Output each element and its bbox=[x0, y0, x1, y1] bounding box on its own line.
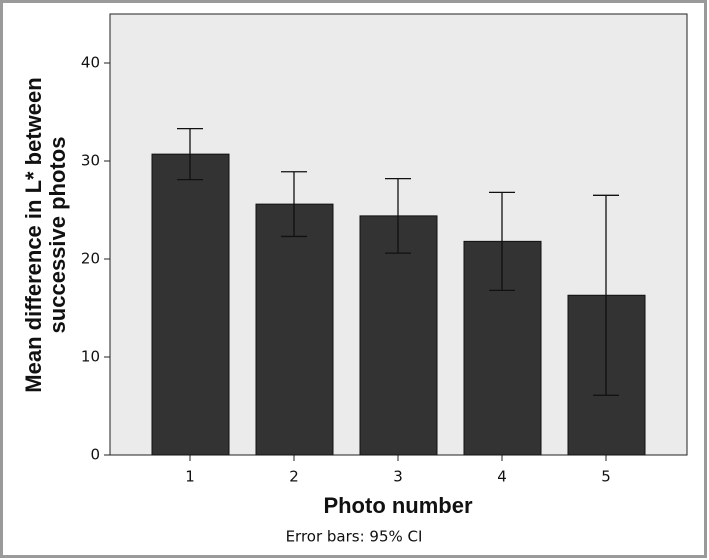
y-tick-label: 10 bbox=[81, 348, 100, 366]
y-tick-label: 0 bbox=[90, 446, 100, 464]
x-tick-label: 4 bbox=[497, 468, 507, 486]
x-tick-label: 1 bbox=[185, 468, 195, 486]
y-tick-label: 30 bbox=[81, 152, 100, 170]
y-tick-label: 40 bbox=[81, 54, 100, 72]
bar bbox=[255, 203, 334, 456]
bar bbox=[359, 215, 438, 456]
y-axis-title: successive photos bbox=[45, 137, 70, 334]
x-tick-label: 5 bbox=[601, 468, 611, 486]
footnote: Error bars: 95% CI bbox=[286, 528, 423, 546]
x-tick-label: 2 bbox=[289, 468, 299, 486]
y-tick-label: 20 bbox=[81, 250, 100, 268]
x-axis-title: Photo number bbox=[323, 493, 473, 518]
y-axis-title: Mean difference in L* between bbox=[21, 77, 46, 392]
bar bbox=[151, 153, 230, 456]
x-tick-label: 3 bbox=[393, 468, 403, 486]
